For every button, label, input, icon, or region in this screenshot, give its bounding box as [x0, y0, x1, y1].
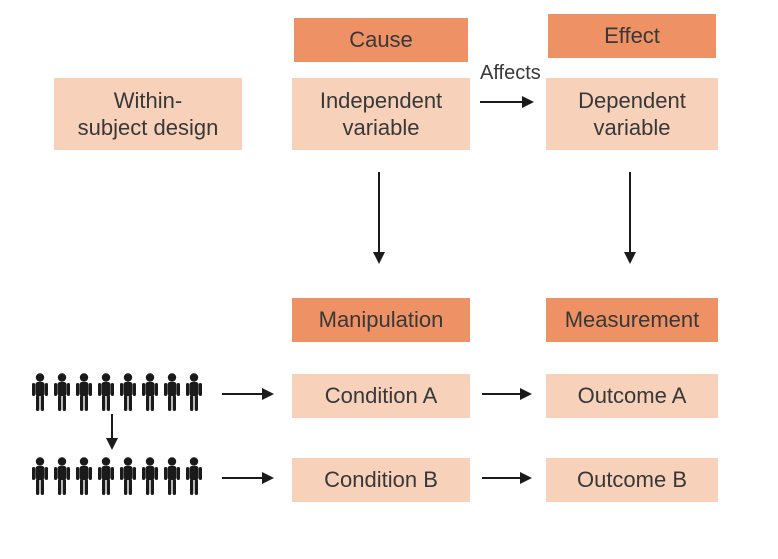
arrow-peopleA-to-peopleB — [111, 414, 113, 440]
person-icon — [140, 372, 160, 412]
person-icon — [184, 456, 204, 496]
person-icon — [74, 456, 94, 496]
box-cause: Cause — [294, 18, 468, 62]
box-measurement: Measurement — [546, 298, 718, 342]
box-outcomeB: Outcome B — [546, 458, 718, 502]
person-icon — [74, 372, 94, 412]
diagram-stage: Within- subject design Cause Effect Indepen… — [0, 0, 778, 559]
arrow-head-peopleB-to-conditionB — [262, 472, 274, 484]
arrow-conditionA-to-outcomeA — [482, 393, 522, 395]
person-icon — [30, 456, 50, 496]
arrow-head-independent-to-manipulation — [373, 252, 385, 264]
arrow-peopleB-to-conditionB — [222, 477, 264, 479]
person-icon — [118, 456, 138, 496]
arrow-conditionB-to-outcomeB — [482, 477, 522, 479]
person-icon — [30, 372, 50, 412]
person-icon — [118, 372, 138, 412]
person-icon — [162, 456, 182, 496]
person-icon — [52, 372, 72, 412]
box-outcomeA: Outcome A — [546, 374, 718, 418]
arrow-head-peopleA-to-conditionA — [262, 388, 274, 400]
arrow-independent-to-dependent — [480, 101, 524, 103]
person-icon — [96, 456, 116, 496]
arrow-head-conditionA-to-outcomeA — [520, 388, 532, 400]
box-manipulation: Manipulation — [292, 298, 470, 342]
arrow-dependent-to-measurement — [629, 172, 631, 254]
people-row-a — [30, 372, 204, 412]
person-icon — [184, 372, 204, 412]
arrow-head-dependent-to-measurement — [624, 252, 636, 264]
arrow-head-peopleA-to-peopleB — [106, 438, 118, 450]
person-icon — [140, 456, 160, 496]
box-independent: Independent variable — [292, 78, 470, 150]
box-effect: Effect — [548, 14, 716, 58]
person-icon — [52, 456, 72, 496]
arrow-head-independent-to-dependent — [522, 96, 534, 108]
edge-label-affects: Affects — [480, 62, 541, 85]
box-within: Within- subject design — [54, 78, 242, 150]
box-conditionA: Condition A — [292, 374, 470, 418]
person-icon — [96, 372, 116, 412]
arrow-independent-to-manipulation — [378, 172, 380, 254]
arrow-head-conditionB-to-outcomeB — [520, 472, 532, 484]
box-dependent: Dependent variable — [546, 78, 718, 150]
box-conditionB: Condition B — [292, 458, 470, 502]
people-row-b — [30, 456, 204, 496]
arrow-peopleA-to-conditionA — [222, 393, 264, 395]
person-icon — [162, 372, 182, 412]
